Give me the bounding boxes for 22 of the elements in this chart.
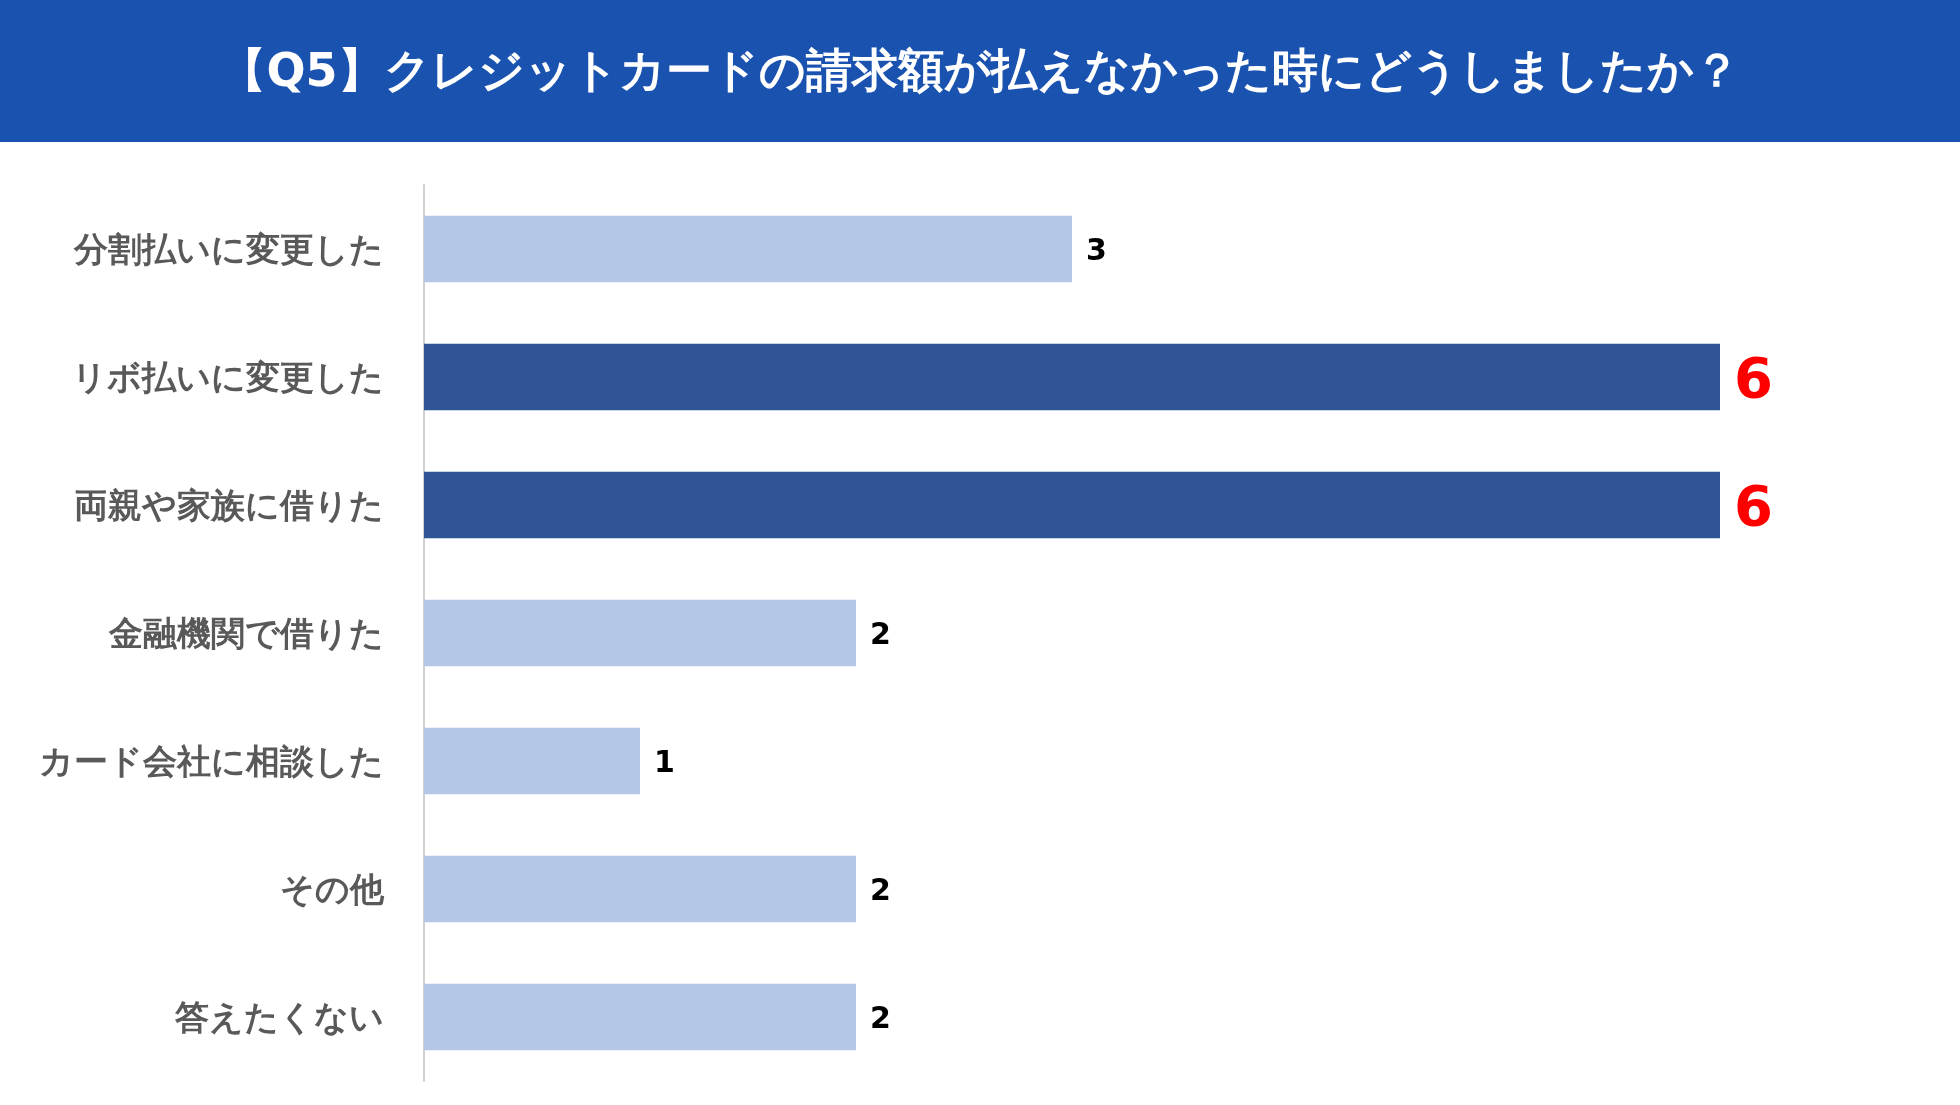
y-tick-label: その他 [280,869,385,909]
bar [424,343,1720,411]
bar [424,471,1720,539]
y-tick-label: カード会社に相談した [39,741,384,781]
data-label: 2 [870,871,891,907]
bar [424,727,640,795]
y-tick-label: リボ払いに変更した [72,357,384,397]
data-label: 2 [870,999,891,1035]
y-tick-label: 答えたくない [174,997,384,1037]
y-tick-label: 両親や家族に借りた [74,485,384,525]
bar [424,855,856,923]
y-tick-label: 分割払いに変更した [73,229,384,269]
data-label: 6 [1734,344,1773,410]
chart-title: 【Q5】クレジットカードの請求額が払えなかった時にどうしましたか？ [0,0,1960,142]
bar [424,599,856,667]
y-tick-label: 金融機関で借りた [108,613,384,653]
data-label: 3 [1086,231,1107,267]
data-label: 1 [654,743,675,779]
data-label: 2 [870,615,891,651]
data-label: 6 [1734,472,1773,538]
bar [424,983,856,1051]
bar [424,215,1072,283]
